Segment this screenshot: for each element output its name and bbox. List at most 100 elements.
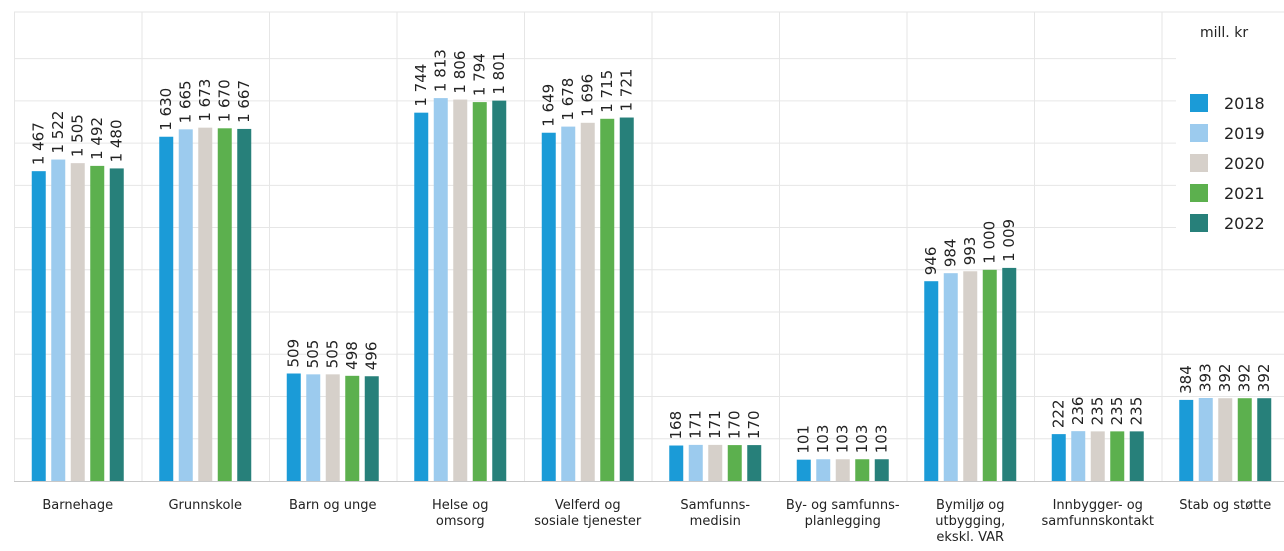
data-label: 103 bbox=[853, 425, 871, 454]
tick-label: Samfunns-medisin bbox=[680, 498, 750, 529]
bar bbox=[306, 374, 321, 481]
data-label: 1 673 bbox=[196, 79, 214, 122]
bar bbox=[1090, 431, 1105, 481]
legend-swatch bbox=[1190, 154, 1208, 172]
tick-label: Barnehage bbox=[42, 498, 113, 513]
bar bbox=[90, 165, 105, 482]
bar bbox=[492, 100, 507, 482]
bar bbox=[855, 459, 870, 481]
data-label: 1 492 bbox=[88, 117, 106, 160]
bar bbox=[345, 375, 360, 481]
data-label: 235 bbox=[1108, 397, 1126, 426]
data-label: 1 715 bbox=[598, 70, 616, 113]
bar bbox=[1198, 397, 1213, 481]
data-label: 235 bbox=[1128, 397, 1146, 426]
bar bbox=[109, 168, 124, 481]
data-label: 1 667 bbox=[235, 80, 253, 123]
bar bbox=[1237, 398, 1252, 481]
data-label: 1 649 bbox=[540, 84, 558, 127]
bar bbox=[325, 374, 340, 481]
data-label: 236 bbox=[1069, 397, 1087, 426]
legend: mill. kr 2018 2019 2020 2021 2022 bbox=[1176, 14, 1284, 250]
legend-item-2018: 2018 bbox=[1190, 92, 1265, 114]
legend-swatch bbox=[1190, 124, 1208, 142]
bar bbox=[70, 163, 85, 482]
bar bbox=[1071, 431, 1086, 481]
bar bbox=[198, 127, 213, 481]
data-label: 392 bbox=[1216, 364, 1234, 393]
data-label: 946 bbox=[922, 247, 940, 276]
data-label: 170 bbox=[745, 410, 763, 439]
bar bbox=[159, 136, 174, 481]
bar bbox=[688, 444, 703, 481]
data-label: 103 bbox=[873, 425, 891, 454]
data-label: 1 505 bbox=[69, 114, 87, 157]
bar bbox=[874, 459, 889, 481]
data-label: 384 bbox=[1177, 365, 1195, 394]
bar bbox=[1110, 431, 1125, 481]
bar bbox=[561, 126, 576, 482]
data-label: 235 bbox=[1089, 397, 1107, 426]
value-labels: 1 467 1 522 1 505 1 492 1 480 1 630 1 665 1 673… bbox=[30, 49, 1274, 454]
legend-item-2022: 2022 bbox=[1190, 212, 1265, 234]
tick-label: Grunnskole bbox=[168, 498, 242, 513]
tick-label: By- og samfunns-planlegging bbox=[786, 498, 900, 529]
legend-label: 2018 bbox=[1224, 93, 1265, 113]
tick-label: Barn og unge bbox=[289, 498, 376, 513]
bar bbox=[982, 269, 997, 481]
bar bbox=[364, 376, 379, 481]
data-label: 222 bbox=[1050, 399, 1068, 428]
data-label: 496 bbox=[363, 342, 381, 371]
bar bbox=[178, 129, 193, 482]
data-label: 1 665 bbox=[177, 80, 195, 123]
data-label: 1 480 bbox=[108, 119, 126, 162]
data-label: 1 678 bbox=[559, 78, 577, 121]
data-label: 1 000 bbox=[981, 221, 999, 264]
data-label: 1 801 bbox=[490, 52, 508, 95]
bar bbox=[796, 459, 811, 481]
data-label: 103 bbox=[834, 425, 852, 454]
data-label: 168 bbox=[667, 411, 685, 440]
data-label: 1 721 bbox=[618, 69, 636, 112]
bar bbox=[433, 98, 448, 482]
unit-label: mill. kr bbox=[1200, 25, 1249, 41]
bars bbox=[31, 98, 1272, 482]
data-label: 984 bbox=[942, 239, 960, 268]
tick-label: Innbygger- og samfunnskontakt bbox=[1042, 498, 1154, 529]
bar bbox=[1218, 398, 1233, 481]
bar bbox=[31, 171, 46, 481]
bar bbox=[1179, 399, 1194, 481]
bar bbox=[924, 281, 939, 481]
tick-label: Helse og omsorg bbox=[432, 498, 489, 529]
bar bbox=[453, 99, 468, 481]
data-label: 1 806 bbox=[451, 51, 469, 94]
legend-label: 2021 bbox=[1224, 183, 1265, 203]
legend-label: 2020 bbox=[1224, 153, 1265, 173]
data-label: 103 bbox=[814, 425, 832, 454]
legend-swatch bbox=[1190, 94, 1208, 112]
bar bbox=[835, 459, 850, 481]
data-label: 1 467 bbox=[30, 122, 48, 165]
bar bbox=[1002, 267, 1017, 481]
bar bbox=[1129, 431, 1144, 481]
bar bbox=[669, 445, 684, 481]
data-label: 509 bbox=[285, 339, 303, 368]
bar bbox=[217, 128, 232, 481]
bar bbox=[708, 444, 723, 481]
legend-item-2020: 2020 bbox=[1190, 152, 1265, 174]
data-label: 171 bbox=[706, 410, 724, 439]
data-label: 1 813 bbox=[432, 49, 450, 92]
tick-label: Stab og støtte bbox=[1179, 498, 1271, 513]
tick-label: Bymiljø og utbygging, ekskl. VAR bbox=[935, 498, 1005, 545]
data-label: 505 bbox=[324, 340, 342, 369]
bar bbox=[727, 445, 742, 481]
bar bbox=[747, 445, 762, 481]
data-label: 993 bbox=[961, 237, 979, 266]
x-axis: Barnehage Grunnskole Barn og unge Helse og o… bbox=[14, 481, 1284, 545]
bar bbox=[237, 128, 252, 481]
data-label: 1 522 bbox=[49, 111, 67, 154]
legend-label: 2019 bbox=[1224, 123, 1265, 143]
bar bbox=[619, 117, 634, 481]
data-label: 392 bbox=[1255, 364, 1273, 393]
